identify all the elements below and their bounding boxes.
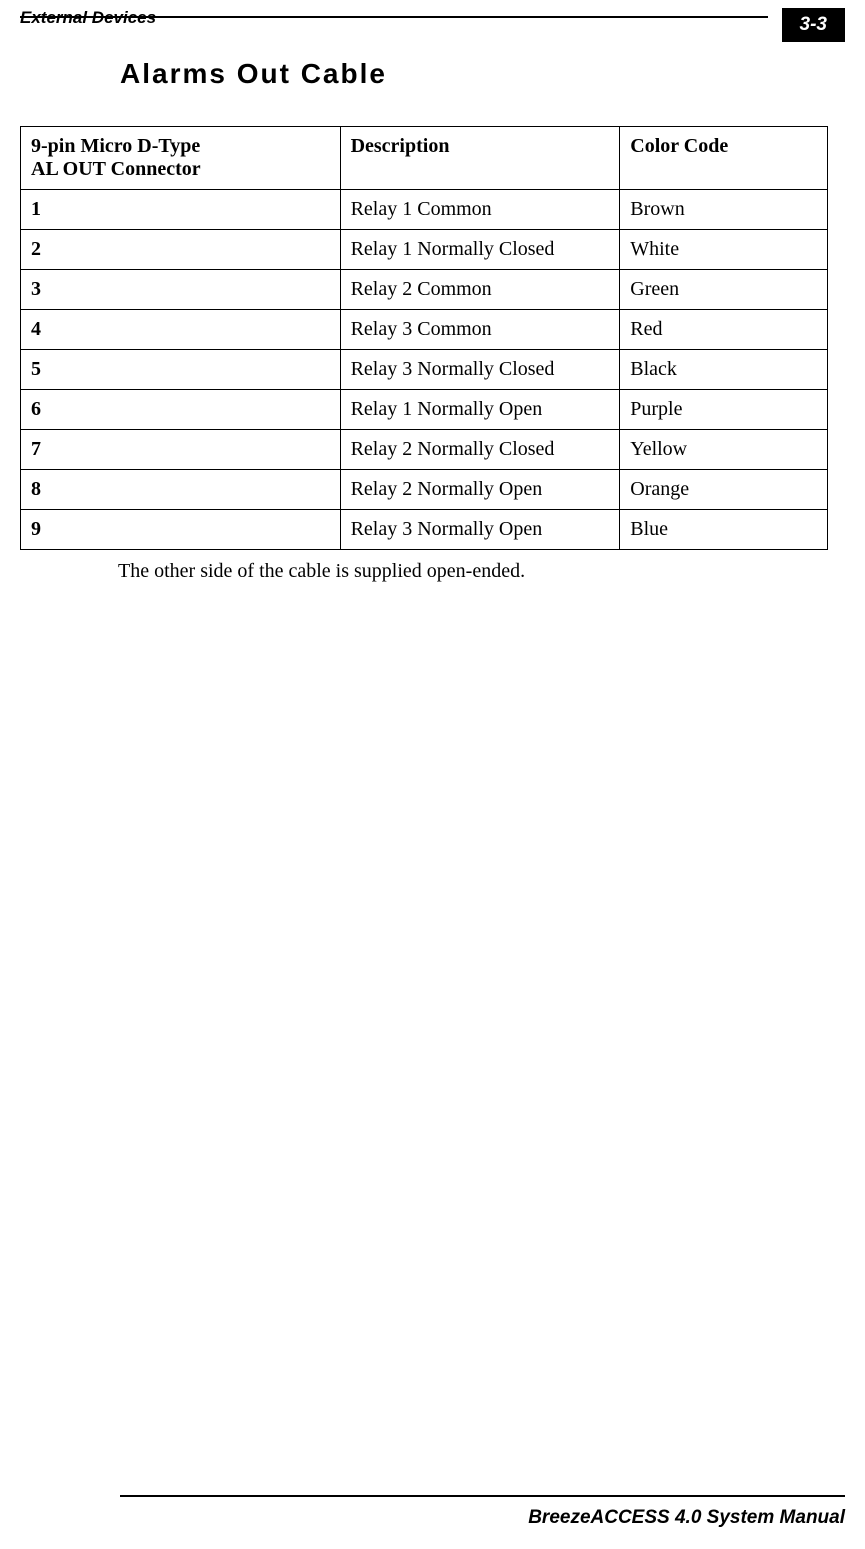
cell-pin: 6: [21, 390, 341, 430]
cell-pin: 8: [21, 470, 341, 510]
table-header-connector: 9-pin Micro D-Type AL OUT Connector: [21, 127, 341, 190]
cell-description: Relay 3 Common: [340, 310, 620, 350]
cell-color: Brown: [620, 190, 828, 230]
table-row: 3 Relay 2 Common Green: [21, 270, 828, 310]
table-row: 8 Relay 2 Normally Open Orange: [21, 470, 828, 510]
alarms-out-cable-table: 9-pin Micro D-Type AL OUT Connector Desc…: [20, 126, 828, 550]
cell-color: Orange: [620, 470, 828, 510]
footer-divider: [120, 1495, 845, 1497]
header-divider: [20, 16, 768, 18]
cell-description: Relay 2 Normally Open: [340, 470, 620, 510]
cell-color: Black: [620, 350, 828, 390]
cell-color: Green: [620, 270, 828, 310]
section-title: Alarms Out Cable: [120, 58, 865, 90]
table-row: 6 Relay 1 Normally Open Purple: [21, 390, 828, 430]
cell-description: Relay 3 Normally Open: [340, 510, 620, 550]
cell-description: Relay 2 Normally Closed: [340, 430, 620, 470]
page-header: External Devices 3-3: [0, 0, 865, 42]
table-row: 5 Relay 3 Normally Closed Black: [21, 350, 828, 390]
table-row: 9 Relay 3 Normally Open Blue: [21, 510, 828, 550]
table-header-description: Description: [340, 127, 620, 190]
table-note: The other side of the cable is supplied …: [118, 560, 865, 583]
cell-pin: 4: [21, 310, 341, 350]
cell-pin: 3: [21, 270, 341, 310]
table-row: 7 Relay 2 Normally Closed Yellow: [21, 430, 828, 470]
table-row: 2 Relay 1 Normally Closed White: [21, 230, 828, 270]
cell-description: Relay 1 Common: [340, 190, 620, 230]
cell-color: White: [620, 230, 828, 270]
cell-description: Relay 3 Normally Closed: [340, 350, 620, 390]
cell-pin: 7: [21, 430, 341, 470]
table-header-color-code: Color Code: [620, 127, 828, 190]
page-number: 3-3: [782, 8, 845, 42]
cell-color: Yellow: [620, 430, 828, 470]
cell-color: Red: [620, 310, 828, 350]
footer-text: BreezeACCESS 4.0 System Manual: [20, 1507, 845, 1529]
table-row: 1 Relay 1 Common Brown: [21, 190, 828, 230]
table-header-row: 9-pin Micro D-Type AL OUT Connector Desc…: [21, 127, 828, 190]
cell-pin: 9: [21, 510, 341, 550]
cell-pin: 1: [21, 190, 341, 230]
cell-color: Blue: [620, 510, 828, 550]
table-row: 4 Relay 3 Common Red: [21, 310, 828, 350]
cell-description: Relay 2 Common: [340, 270, 620, 310]
cell-color: Purple: [620, 390, 828, 430]
cell-description: Relay 1 Normally Closed: [340, 230, 620, 270]
page-footer: BreezeACCESS 4.0 System Manual: [20, 1495, 845, 1529]
cell-pin: 5: [21, 350, 341, 390]
header-title: External Devices: [20, 8, 156, 28]
cell-pin: 2: [21, 230, 341, 270]
cell-description: Relay 1 Normally Open: [340, 390, 620, 430]
